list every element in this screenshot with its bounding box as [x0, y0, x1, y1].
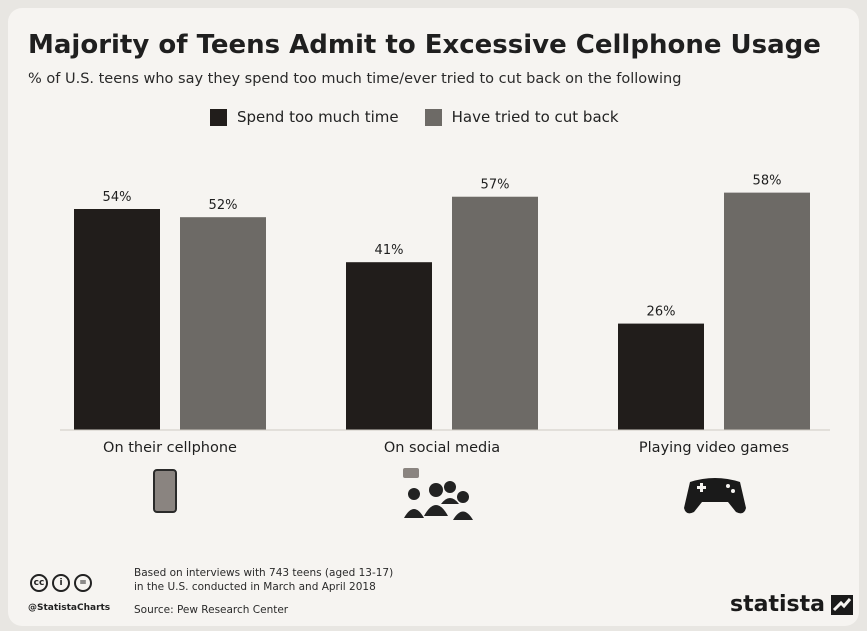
data-label-2-1: 52%	[209, 198, 238, 213]
cellphone-icon	[153, 469, 177, 513]
chart-subtitle: % of U.S. teens who say they spend too m…	[28, 71, 682, 87]
category-label-2: On social media	[384, 440, 500, 456]
chart-title: Majority of Teens Admit to Excessive Cel…	[28, 30, 821, 60]
data-label-2-2: 57%	[481, 178, 510, 193]
footer-note: Based on interviews with 743 teens (aged…	[134, 566, 393, 594]
twitter-handle: @StatistaCharts	[28, 603, 111, 613]
legend-swatch-series-2	[424, 108, 442, 126]
legend-swatch-series-1	[210, 108, 227, 126]
gamepad-icon	[684, 478, 746, 514]
legend-item-tried-to-cut-back: Have tried to cut back	[424, 108, 619, 126]
bar-2-3	[724, 192, 810, 430]
category-label-1: On their cellphone	[103, 440, 237, 456]
legend-label-series-1: Spend too much time	[237, 108, 399, 126]
statista-logo-mark-icon	[830, 594, 853, 615]
statista-logo: statista	[730, 592, 853, 617]
chart-legend: Spend too much time Have tried to cut ba…	[210, 108, 619, 126]
statista-wordmark: statista	[730, 592, 825, 617]
footer-note-line-1: Based on interviews with 743 teens (aged…	[134, 567, 394, 579]
data-label-1-2: 41%	[375, 243, 404, 258]
legend-label-series-2: Have tried to cut back	[451, 108, 619, 126]
footer-note-line-2: in the U.S. conducted in March and April…	[134, 581, 376, 593]
data-label-2-3: 58%	[753, 174, 782, 189]
no-derivatives-icon: =	[74, 574, 92, 592]
license-icons: cc i =	[30, 574, 92, 592]
bar-1-2	[346, 262, 432, 430]
data-label-1-1: 54%	[103, 190, 132, 205]
attribution-icon: i	[52, 574, 70, 592]
bar-1-3	[618, 323, 704, 430]
cc-icon: cc	[30, 574, 48, 592]
social-media-people-icon	[403, 468, 473, 520]
legend-item-spend-too-much-time: Spend too much time	[210, 108, 399, 126]
bar-1-1	[74, 209, 160, 430]
footer-source: Source: Pew Research Center	[134, 604, 289, 616]
bar-2-2	[452, 196, 538, 430]
bar-2-1	[180, 217, 266, 430]
data-label-1-3: 26%	[647, 305, 676, 320]
category-label-3: Playing video games	[639, 440, 789, 456]
